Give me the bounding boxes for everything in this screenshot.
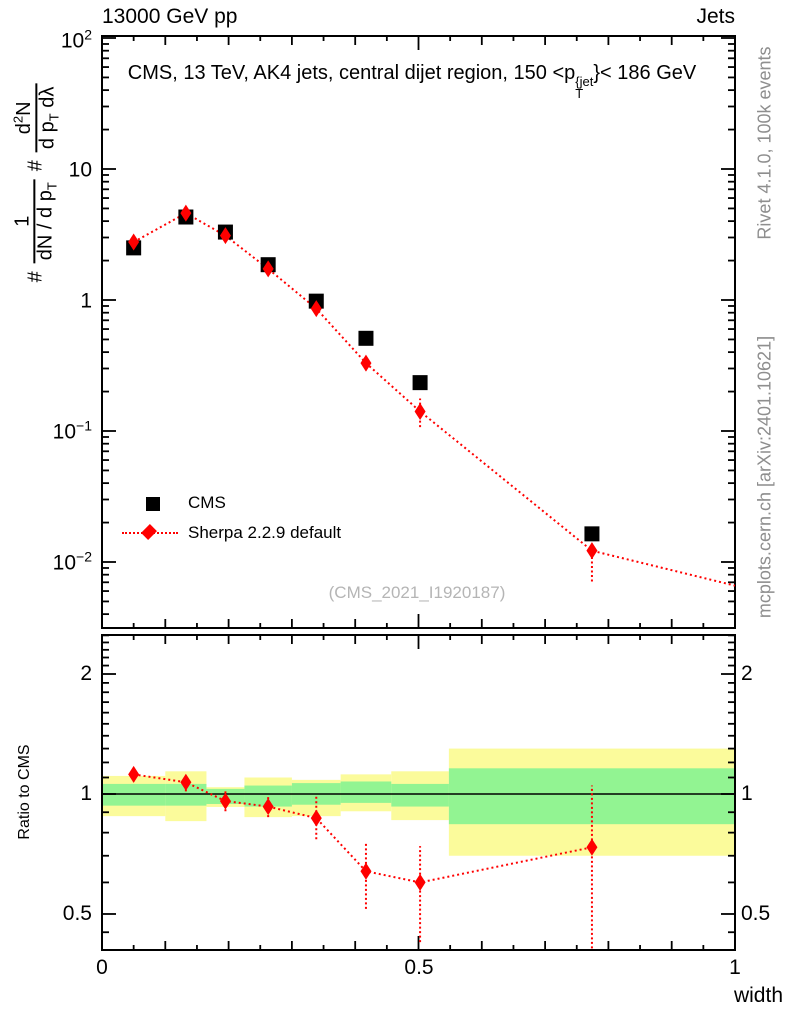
y-tick-label-1e-1: 10−1 xyxy=(52,417,92,444)
y-tick-label-1: 1 xyxy=(80,289,92,313)
beam-energy-label: 13000 GeV pp xyxy=(102,5,238,28)
rivet-version-note: Rivet 4.1.0, 100k events xyxy=(754,46,775,240)
pt-jet-sup-sub: {jet T xyxy=(575,74,594,101)
ratio-tick-left-1: 1 xyxy=(80,782,92,805)
mcplots-arxiv-note: mcplots.cern.ch [arXiv:2401.10621] xyxy=(754,335,775,619)
ratio-y-axis-label: Ratio to CMS xyxy=(16,744,33,840)
x-tick-label-0p5: 0.5 xyxy=(404,956,434,979)
y-tick-label-1e-2: 10−2 xyxy=(52,548,92,575)
legend-marker-cms-square-icon xyxy=(146,497,160,511)
legend-label-cms: CMS xyxy=(188,493,226,512)
analysis-topic-label: Jets xyxy=(696,5,735,28)
ratio-tick-right-2: 2 xyxy=(741,662,753,685)
ratio-tick-left-0p5: 0.5 xyxy=(62,902,92,925)
y-tick-label-10: 10 xyxy=(68,158,92,182)
x-tick-label-0: 0 xyxy=(96,956,108,979)
y-tick-label-1e2: 102 xyxy=(60,26,92,53)
main-y-axis-label: #1 dN / d pT # d2N d pT dλ xyxy=(10,80,61,287)
ratio-tick-left-2: 2 xyxy=(80,662,92,685)
ratio-tick-right-0p5: 0.5 xyxy=(741,902,771,925)
x-axis-label: width xyxy=(733,984,783,1007)
legend-label-sherpa: Sherpa 2.2.9 default xyxy=(188,523,342,542)
plot-title: CMS, 13 TeV, AK4 jets, central dijet reg… xyxy=(127,62,697,101)
watermark-analysis-id: (CMS_2021_I1920187) xyxy=(328,583,506,602)
ratio-tick-right-1: 1 xyxy=(741,782,753,805)
x-tick-label-1: 1 xyxy=(729,956,741,979)
